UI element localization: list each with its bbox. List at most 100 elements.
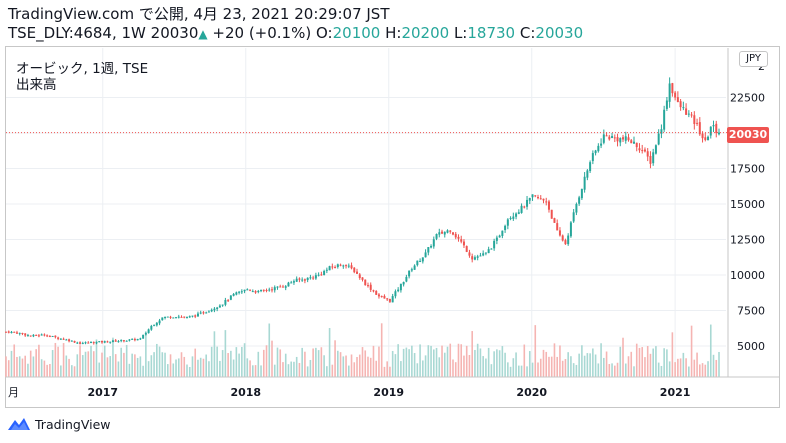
candle-body xyxy=(493,240,496,249)
volume-bar xyxy=(71,365,73,377)
candle-body xyxy=(205,312,208,314)
candle-body xyxy=(54,335,57,338)
tradingview-logo-icon xyxy=(8,418,30,430)
candle-body xyxy=(147,329,150,334)
volume-bar xyxy=(331,364,334,377)
volume-bar xyxy=(224,330,227,377)
publish-info: TradingView.com で公開, 4月 23, 2021 20:29:0… xyxy=(8,5,390,23)
candle-body xyxy=(65,339,68,341)
candle-body xyxy=(386,298,389,300)
low-value: 18730 xyxy=(467,24,516,42)
candle-body xyxy=(539,198,542,200)
up-arrow-icon: ▲ xyxy=(198,27,208,41)
x-tick-label: 2021 xyxy=(660,386,691,399)
volume-bar xyxy=(268,323,271,377)
volume-bar xyxy=(660,365,663,377)
volume-bar xyxy=(109,356,112,377)
volume-bar xyxy=(696,352,698,377)
volume-bar xyxy=(526,366,528,377)
candle-body xyxy=(542,198,545,201)
volume-bar xyxy=(131,353,133,377)
candle-body xyxy=(24,333,27,336)
candle-body xyxy=(397,289,400,292)
volume-bar xyxy=(254,365,257,377)
volume-bar xyxy=(199,357,202,377)
candle-body xyxy=(180,316,183,318)
volume-bar xyxy=(572,363,575,377)
candle-body xyxy=(553,218,556,223)
currency-badge[interactable]: JPY xyxy=(739,51,768,67)
volume-bar xyxy=(238,353,240,377)
candle-body xyxy=(109,341,112,343)
volume-bar xyxy=(309,359,312,377)
chart-pane[interactable] xyxy=(5,46,780,408)
candle-body xyxy=(235,292,238,295)
candle-body xyxy=(13,331,16,333)
volume-bar xyxy=(600,343,602,377)
candle-body xyxy=(268,289,271,291)
candle-body xyxy=(520,205,523,213)
volume-bar xyxy=(260,365,262,377)
candle-body xyxy=(526,199,529,207)
low-label: L: xyxy=(453,24,468,42)
candle-body xyxy=(443,231,446,235)
volume-bar xyxy=(707,361,709,377)
volume-bar xyxy=(688,366,690,377)
candle-body xyxy=(391,296,394,303)
candle-body xyxy=(501,230,504,236)
candle-body xyxy=(490,248,493,250)
volume-bar xyxy=(219,360,221,377)
volume-bar xyxy=(613,365,616,377)
candle-body xyxy=(454,233,457,238)
volume-bar xyxy=(367,356,369,377)
volume-bar xyxy=(619,346,622,377)
candle-body xyxy=(199,312,202,314)
candle-body xyxy=(572,212,575,222)
candle-body xyxy=(312,277,315,279)
volume-bar xyxy=(528,351,531,377)
candle-body xyxy=(457,236,460,239)
candle-body xyxy=(323,271,326,276)
axis-layer: 500075001000012500150001750020000225002月… xyxy=(6,48,779,399)
candle-body xyxy=(298,278,301,280)
volume-bar xyxy=(40,359,43,377)
candle-body xyxy=(479,255,482,257)
volume-bar xyxy=(668,361,671,377)
candle-body xyxy=(309,277,312,279)
candle-body xyxy=(421,257,424,262)
candle-body xyxy=(177,316,180,318)
volume-bar xyxy=(553,343,556,377)
candle-body xyxy=(569,222,572,237)
volume-bar xyxy=(29,350,32,377)
volume-bar xyxy=(666,349,668,377)
volume-bar xyxy=(21,358,24,377)
volume-bar xyxy=(559,345,561,377)
candle-body xyxy=(213,308,216,311)
volume-bar xyxy=(405,347,408,377)
volume-bar xyxy=(394,354,397,377)
candle-body xyxy=(632,141,635,144)
volume-bar xyxy=(161,352,164,377)
footer-brand[interactable]: TradingView xyxy=(7,415,111,433)
volume-bar xyxy=(153,352,155,377)
volume-bar xyxy=(301,347,303,377)
candle-body xyxy=(649,155,652,164)
candle-body xyxy=(665,100,668,109)
volume-bar xyxy=(147,361,150,377)
candle-body xyxy=(545,201,548,203)
candle-body xyxy=(528,198,531,201)
volume-bar xyxy=(317,350,320,377)
volume-bar xyxy=(46,364,48,377)
candle-body xyxy=(679,101,682,108)
volume-bar xyxy=(282,362,284,377)
candle-body xyxy=(229,295,232,300)
volume-bar xyxy=(622,337,624,377)
candle-body xyxy=(183,316,186,318)
volume-bar xyxy=(564,359,567,377)
volume-bar xyxy=(471,331,473,377)
candle-body xyxy=(276,286,279,288)
volume-bar xyxy=(693,359,696,377)
candle-body xyxy=(567,235,570,245)
x-tick-label: 2017 xyxy=(87,386,118,399)
